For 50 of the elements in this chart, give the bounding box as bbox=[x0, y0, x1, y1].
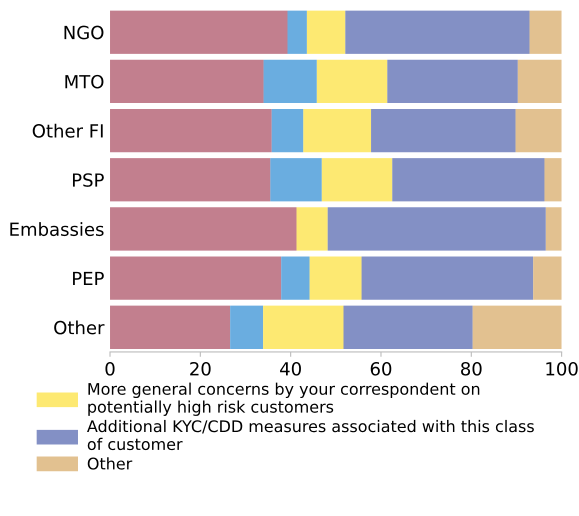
bar bbox=[310, 256, 362, 300]
bar bbox=[472, 306, 562, 349]
bar bbox=[322, 158, 392, 202]
bar bbox=[371, 108, 516, 152]
bar bbox=[530, 10, 562, 54]
x-tick-label: 20 bbox=[190, 362, 211, 376]
bar bbox=[392, 158, 544, 202]
x-tick-label: 100 bbox=[546, 362, 578, 376]
bar bbox=[110, 10, 288, 54]
x-tick-label: 80 bbox=[461, 362, 482, 376]
legend-label: Additional KYC/CDD measures associated with this class of customer bbox=[87, 420, 534, 450]
bar bbox=[110, 158, 270, 202]
bar bbox=[316, 60, 388, 104]
bar bbox=[110, 60, 264, 104]
bar bbox=[516, 108, 562, 152]
bar bbox=[264, 60, 317, 104]
bar bbox=[263, 306, 344, 349]
y-tick-label: Embassies bbox=[10, 222, 104, 236]
bar bbox=[281, 256, 310, 300]
bar bbox=[110, 256, 282, 300]
bar bbox=[272, 108, 304, 152]
bar bbox=[328, 207, 546, 251]
legend-label: More general concerns by your correspondent on potentially high risk customers bbox=[88, 382, 480, 416]
x-tick-label: 60 bbox=[370, 362, 392, 376]
x-tick-label: 40 bbox=[280, 362, 301, 376]
bar bbox=[230, 306, 264, 349]
y-tick-label: Other FI bbox=[32, 124, 103, 138]
bar bbox=[296, 207, 328, 251]
bar bbox=[306, 10, 346, 54]
bar bbox=[533, 256, 562, 300]
y-tick-label: PEP bbox=[73, 272, 104, 285]
bar bbox=[110, 306, 230, 349]
bar bbox=[270, 158, 322, 202]
x-tick-label: 0 bbox=[105, 362, 115, 376]
bar bbox=[362, 256, 534, 300]
legend-label: Other bbox=[88, 457, 132, 470]
y-tick-label: PSP bbox=[72, 173, 104, 187]
bar bbox=[110, 108, 272, 152]
y-tick-label: MTO bbox=[65, 74, 104, 89]
bar bbox=[546, 207, 562, 251]
bar bbox=[544, 158, 562, 202]
bar bbox=[303, 108, 372, 152]
bar bbox=[345, 10, 530, 54]
bar bbox=[287, 10, 307, 54]
bar bbox=[110, 207, 297, 251]
bar bbox=[387, 60, 518, 104]
y-tick-label: NGO bbox=[64, 26, 104, 40]
y-tick-label: Other bbox=[54, 320, 104, 334]
bar bbox=[518, 60, 562, 104]
bar bbox=[344, 306, 473, 349]
